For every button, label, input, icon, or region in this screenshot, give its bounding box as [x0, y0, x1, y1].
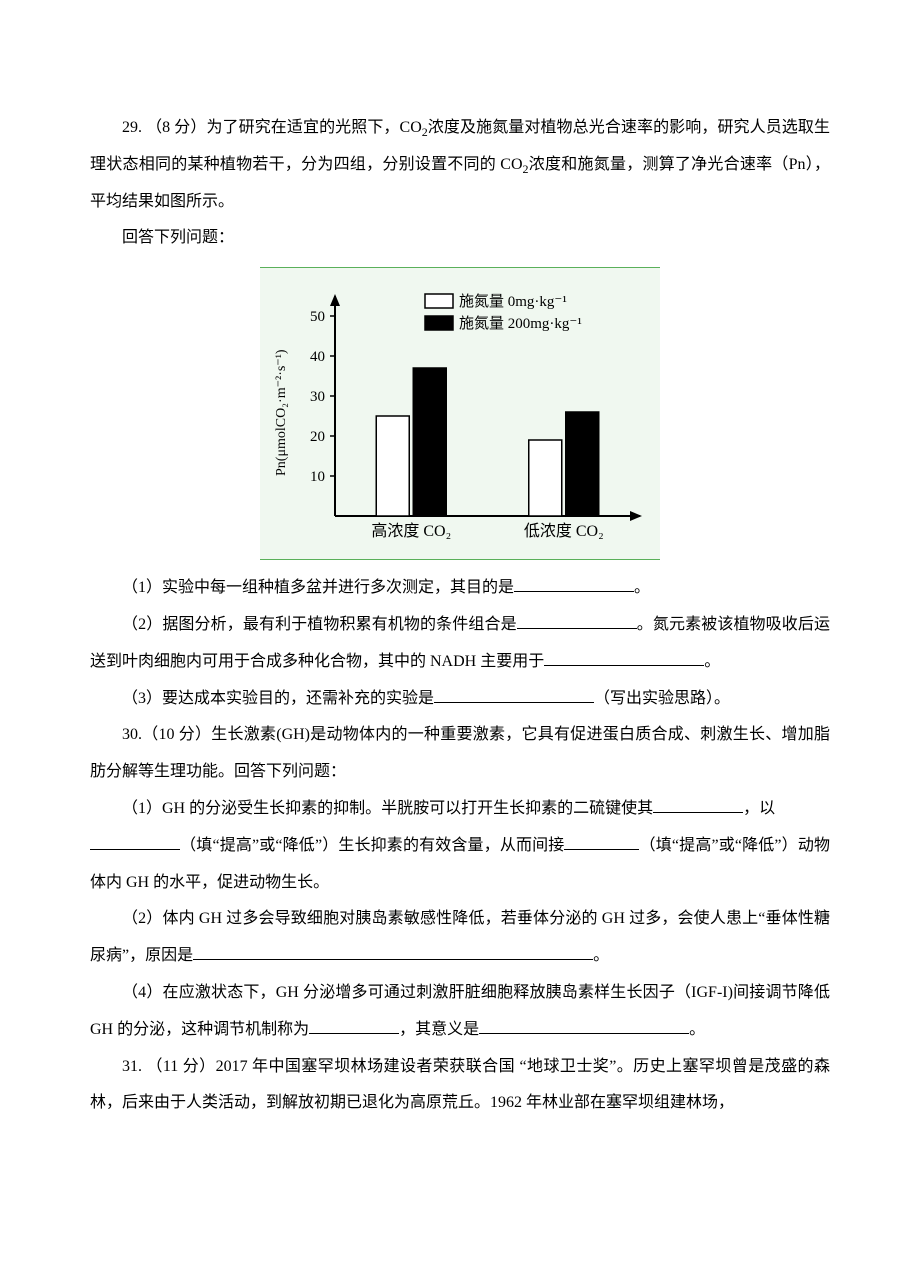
q29-p2-a: （2）据图分析，最有利于植物积累有机物的条件组合是 [122, 616, 517, 633]
q29-intro: 29. （8 分）为了研究在适宜的光照下，CO2浓度及施氮量对植物总光合速率的影… [90, 110, 830, 220]
blank [653, 812, 743, 813]
blank [309, 1033, 399, 1034]
q29-p1-a: （1）实验中每一组种植多盆并进行多次测定，其目的是 [122, 579, 514, 596]
blank [90, 849, 180, 850]
svg-text:Pn(μmolCO₂·m⁻²·s⁻¹): Pn(μmolCO₂·m⁻²·s⁻¹) [274, 349, 289, 476]
blank [479, 1033, 689, 1034]
q29-p1: （1）实验中每一组种植多盆并进行多次测定，其目的是 。 [90, 570, 830, 607]
q30-p4-c: 。 [689, 1021, 705, 1038]
q29-p2: （2）据图分析，最有利于植物积累有机物的条件组合是。氮元素被该植物吸收后运送到叶… [90, 607, 830, 681]
svg-text:低浓度 CO₂: 低浓度 CO₂ [524, 522, 604, 540]
q29-p3-b: （写出实验思路）。 [594, 690, 730, 707]
blank [514, 591, 634, 592]
chart-box: 10 20 30 40 50 Pn(μmolCO₂·m⁻²·s⁻¹) 高浓度 CO₂ 低浓度 … [260, 267, 660, 560]
q30-p2-b: 。 [593, 947, 609, 964]
q30-p2: （2）体内 GH 过多会导致细胞对胰岛素敏感性降低，若垂体分泌的 GH 过多，会… [90, 901, 830, 975]
svg-text:40: 40 [310, 349, 325, 365]
q30-p4: （4）在应激状态下，GH 分泌增多可通过刺激肝脏细胞释放胰岛素样生长因子（IGF… [90, 975, 830, 1049]
svg-text:20: 20 [310, 429, 325, 445]
q29-p1-b: 。 [634, 579, 650, 596]
svg-text:50: 50 [310, 309, 325, 325]
blank [193, 959, 593, 960]
q29-answer-prompt: 回答下列问题： [90, 220, 830, 257]
svg-text:施氮量 0mg·kg⁻¹: 施氮量 0mg·kg⁻¹ [459, 293, 567, 310]
q29-text-a: 29. （8 分）为了研究在适宜的光照下，CO [122, 119, 422, 136]
q29-p3: （3）要达成本实验目的，还需补充的实验是 （写出实验思路）。 [90, 681, 830, 718]
q30-p1: （1）GH 的分泌受生长抑素的抑制。半胱胺可以打开生长抑素的二硫键使其 ，以 （填… [90, 791, 830, 901]
blank [517, 628, 637, 629]
q30-p1-a: （1）GH 的分泌受生长抑素的抑制。半胱胺可以打开生长抑素的二硫键使其 [122, 800, 653, 817]
q29-p3-a: （3）要达成本实验目的，还需补充的实验是 [122, 690, 434, 707]
q29-p2-c: 。 [704, 653, 720, 670]
blank [434, 702, 594, 703]
svg-text:30: 30 [310, 389, 325, 405]
svg-text:施氮量 200mg·kg⁻¹: 施氮量 200mg·kg⁻¹ [459, 315, 582, 332]
svg-text:10: 10 [310, 469, 325, 485]
q30-intro: 30.（10 分）生长激素(GH)是动物体内的一种重要激素，它具有促进蛋白质合成… [90, 717, 830, 791]
blank [564, 849, 639, 850]
chart-container: 10 20 30 40 50 Pn(μmolCO₂·m⁻²·s⁻¹) 高浓度 CO₂ 低浓度 … [90, 267, 830, 560]
q30-p1-c: （填“提高”或“降低”）生长抑素的有效含量，从而间接 [180, 837, 564, 854]
q30-p4-b: ，其意义是 [399, 1021, 479, 1038]
bar-chart: 10 20 30 40 50 Pn(μmolCO₂·m⁻²·s⁻¹) 高浓度 CO₂ 低浓度 … [260, 276, 660, 546]
q30-p1-b: ，以 [743, 800, 775, 817]
q31-intro: 31. （11 分）2017 年中国塞罕坝林场建设者荣获联合国 “地球卫士奖”。… [90, 1049, 830, 1123]
svg-text:高浓度 CO₂: 高浓度 CO₂ [371, 522, 451, 540]
q30-p2-a: （2）体内 GH 过多会导致细胞对胰岛素敏感性降低，若垂体分泌的 GH 过多，会… [90, 910, 830, 964]
blank [544, 665, 704, 666]
